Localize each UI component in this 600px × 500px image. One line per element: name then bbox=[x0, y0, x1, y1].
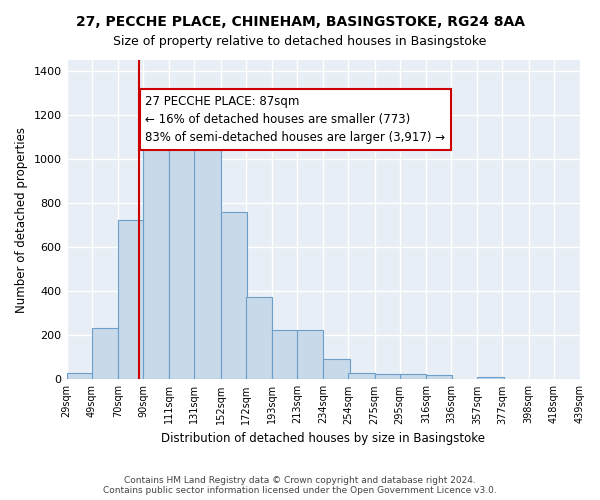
Bar bbox=[143, 135, 169, 380]
Bar bbox=[194, 132, 221, 380]
Bar bbox=[426, 376, 452, 380]
Text: Contains HM Land Registry data © Crown copyright and database right 2024.
Contai: Contains HM Land Registry data © Crown c… bbox=[103, 476, 497, 495]
Bar bbox=[169, 132, 196, 380]
Bar bbox=[478, 377, 503, 380]
X-axis label: Distribution of detached houses by size in Basingstoke: Distribution of detached houses by size … bbox=[161, 432, 485, 445]
Y-axis label: Number of detached properties: Number of detached properties bbox=[15, 126, 28, 312]
Text: 27, PECCHE PLACE, CHINEHAM, BASINGSTOKE, RG24 8AA: 27, PECCHE PLACE, CHINEHAM, BASINGSTOKE,… bbox=[76, 15, 524, 29]
Bar bbox=[272, 330, 298, 380]
Bar bbox=[297, 330, 323, 380]
Bar bbox=[323, 360, 350, 380]
Bar bbox=[67, 372, 93, 380]
Bar bbox=[118, 220, 144, 380]
Bar bbox=[245, 296, 272, 380]
Text: Size of property relative to detached houses in Basingstoke: Size of property relative to detached ho… bbox=[113, 35, 487, 48]
Bar bbox=[374, 374, 401, 380]
Bar bbox=[349, 372, 374, 380]
Bar bbox=[221, 212, 247, 380]
Bar bbox=[92, 328, 118, 380]
Bar bbox=[400, 374, 426, 380]
Text: 27 PECCHE PLACE: 87sqm
← 16% of detached houses are smaller (773)
83% of semi-de: 27 PECCHE PLACE: 87sqm ← 16% of detached… bbox=[145, 95, 446, 144]
